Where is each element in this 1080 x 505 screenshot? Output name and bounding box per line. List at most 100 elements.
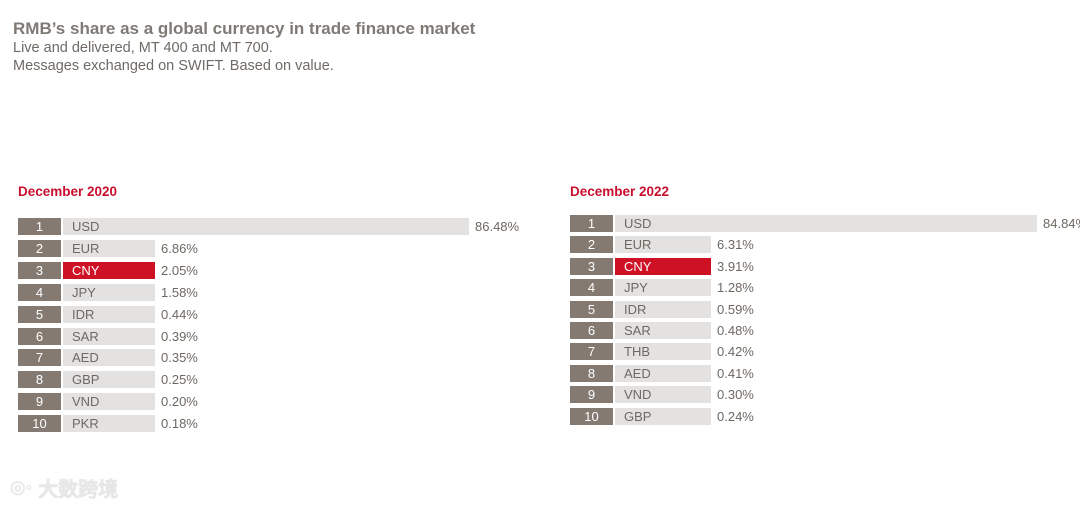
bar xyxy=(615,407,711,425)
bar-row: 1 USD 86.48% xyxy=(18,218,539,235)
bar-row: 4 JPY 1.28% xyxy=(570,279,781,297)
rank-badge: 1 xyxy=(570,215,613,232)
bar xyxy=(615,322,711,339)
bar-category-label: EUR xyxy=(72,240,100,256)
bar xyxy=(63,283,155,301)
bar-row: 3 CNY 2.05% xyxy=(18,261,225,279)
rank-badge: 8 xyxy=(570,364,613,382)
bar-category-label: PKR xyxy=(72,416,99,432)
watermark: ◎◦ 大数跨境 xyxy=(10,473,118,502)
bar-category-label: VND xyxy=(624,387,652,403)
rank-badge: 6 xyxy=(570,322,613,339)
bar xyxy=(615,279,711,297)
bar-row: 4 JPY 1.58% xyxy=(18,283,225,301)
bar-value-label: 0.35% xyxy=(161,350,198,366)
bar-category-label: CNY xyxy=(72,262,100,278)
bar-value-label: 0.20% xyxy=(161,394,198,410)
bar-category-label: AED xyxy=(72,350,99,366)
rank-badge: 4 xyxy=(570,279,613,297)
bar-row: 6 SAR 0.39% xyxy=(18,327,225,345)
bar-value-label: 0.25% xyxy=(161,372,198,388)
bar-category-label: EUR xyxy=(624,237,652,253)
bar-category-label: USD xyxy=(624,216,652,231)
bar xyxy=(615,386,711,404)
bar-value-label: 1.58% xyxy=(161,284,198,300)
bar-row: 5 IDR 0.59% xyxy=(570,300,781,318)
bar-row: 5 IDR 0.44% xyxy=(18,305,225,323)
rank-badge: 5 xyxy=(570,300,613,318)
rank-badge: 9 xyxy=(18,393,61,411)
bar xyxy=(63,218,469,235)
rank-badge: 10 xyxy=(570,407,613,425)
bar-value-label: 0.59% xyxy=(717,301,754,317)
bar xyxy=(63,393,155,411)
watermark-logo-icon: ◎◦ xyxy=(10,477,33,497)
bar xyxy=(615,257,711,275)
rank-badge: 5 xyxy=(18,305,61,323)
rank-badge: 9 xyxy=(570,386,613,404)
bar-value-label: 0.44% xyxy=(161,306,198,322)
rank-badge: 7 xyxy=(18,349,61,367)
panel-title-2020: December 2020 xyxy=(18,184,118,199)
rank-badge: 7 xyxy=(570,343,613,361)
bar-category-label: AED xyxy=(624,365,651,381)
bar-row: 3 CNY 3.91% xyxy=(570,257,781,275)
bar-category-label: SAR xyxy=(624,323,651,338)
bar-value-label: 0.48% xyxy=(717,323,754,338)
bar xyxy=(615,364,711,382)
bar xyxy=(63,371,155,389)
bar-row: 2 EUR 6.31% xyxy=(570,236,781,254)
bar xyxy=(63,415,155,433)
watermark-text: 大数跨境 xyxy=(38,479,119,501)
bar-row: 9 VND 0.20% xyxy=(18,393,225,411)
bar-value-label: 0.24% xyxy=(717,408,754,424)
bar-row: 10 PKR 0.18% xyxy=(18,415,225,433)
bar-value-label: 84.84% xyxy=(1043,216,1080,231)
bar-category-label: GBP xyxy=(72,372,100,388)
bar-category-label: USD xyxy=(72,219,100,234)
bar-value-label: 1.28% xyxy=(717,280,754,296)
bar-value-label: 0.42% xyxy=(717,344,754,360)
bar-value-label: 6.86% xyxy=(161,240,198,256)
bar-category-label: IDR xyxy=(624,301,647,317)
bar xyxy=(615,236,711,254)
rank-badge: 3 xyxy=(18,261,61,279)
bar xyxy=(63,261,155,279)
bar-category-label: JPY xyxy=(624,280,648,296)
rank-badge: 4 xyxy=(18,283,61,301)
bar-value-label: 0.39% xyxy=(161,328,198,344)
rank-badge: 10 xyxy=(18,415,61,433)
bar-row: 2 EUR 6.86% xyxy=(18,239,225,257)
panel-title-2022: December 2022 xyxy=(570,184,670,199)
rank-badge: 8 xyxy=(18,371,61,389)
bar-row: 10 GBP 0.24% xyxy=(570,407,781,425)
rank-badge: 1 xyxy=(18,218,61,235)
bar-row: 1 USD 84.84% xyxy=(570,215,1080,232)
bar xyxy=(63,349,155,367)
bar-category-label: JPY xyxy=(72,284,96,300)
bar-row: 8 GBP 0.25% xyxy=(18,371,225,389)
bar-category-label: THB xyxy=(624,344,650,360)
bar-category-label: VND xyxy=(72,394,100,410)
bar-value-label: 0.41% xyxy=(717,365,754,381)
chart-subtitle-line-1: Live and delivered, MT 400 and MT 700. xyxy=(13,40,273,56)
rank-badge: 2 xyxy=(570,236,613,254)
bar-value-label: 3.91% xyxy=(717,258,754,274)
rank-badge: 2 xyxy=(18,239,61,257)
bar-category-label: CNY xyxy=(624,258,652,274)
bar xyxy=(63,239,155,257)
bar xyxy=(63,305,155,323)
bar-value-label: 2.05% xyxy=(161,262,198,278)
bar-row: 6 SAR 0.48% xyxy=(570,322,781,339)
bar-value-label: 6.31% xyxy=(717,237,754,253)
bar-value-label: 86.48% xyxy=(475,219,520,234)
bar xyxy=(615,300,711,318)
bar-value-label: 0.30% xyxy=(717,387,754,403)
bar-category-label: IDR xyxy=(72,306,95,322)
rank-badge: 3 xyxy=(570,257,613,275)
bar-row: 7 THB 0.42% xyxy=(570,343,781,361)
bar-row: 7 AED 0.35% xyxy=(18,349,225,367)
bar-category-label: GBP xyxy=(624,408,652,424)
bar xyxy=(615,343,711,361)
bar-row: 9 VND 0.30% xyxy=(570,386,781,404)
